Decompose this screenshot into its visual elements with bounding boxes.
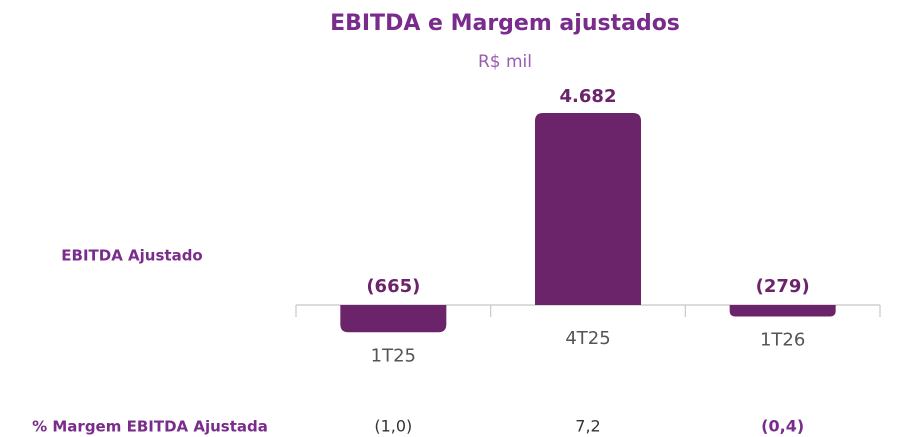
x-tick-label: 1T25	[371, 345, 416, 366]
margin-value: (0,4)	[761, 417, 804, 436]
bar	[535, 113, 641, 305]
bar	[729, 305, 836, 317]
row-label: EBITDA Ajustado	[61, 247, 202, 265]
x-tick-label: 4T25	[565, 328, 610, 349]
value-label: (279)	[756, 276, 810, 297]
margin-value: (1,0)	[374, 417, 412, 436]
chart-title: EBITDA e Margem ajustados	[330, 11, 680, 36]
x-tick-label: 1T26	[760, 329, 805, 350]
margin-value: 7,2	[575, 417, 600, 436]
chart-subtitle: R$ mil	[478, 52, 532, 72]
bar	[340, 305, 447, 333]
value-label: 4.682	[560, 86, 617, 107]
value-label: (665)	[366, 276, 420, 297]
margin-label: % Margem EBITDA Ajustada	[32, 418, 268, 436]
